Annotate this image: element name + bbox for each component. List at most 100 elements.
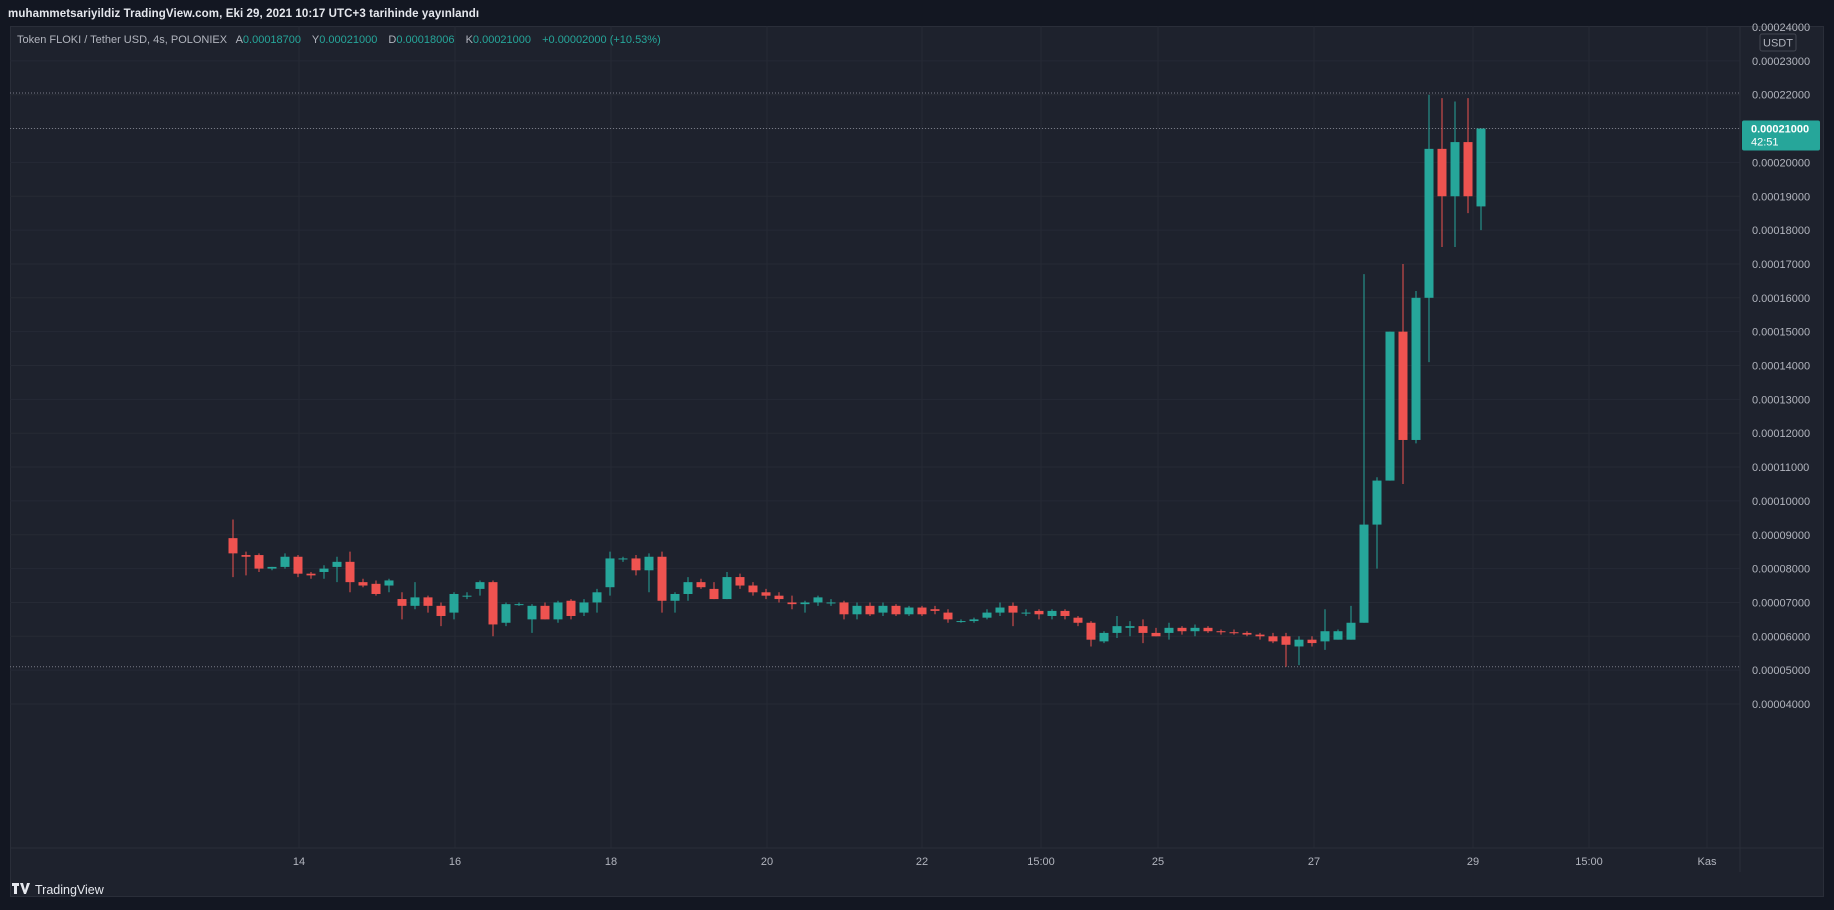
candle-body [787, 602, 797, 605]
candle-body [1476, 128, 1486, 207]
candle-body [306, 573, 316, 576]
legend-low-value: 0.00018006 [396, 34, 455, 46]
price-tick-label: 0.00011000 [1752, 462, 1809, 474]
candle-body [930, 609, 940, 611]
candle-body [241, 555, 251, 557]
candle-body [1346, 622, 1356, 640]
candle-body [1190, 627, 1200, 632]
candle-body [865, 605, 875, 615]
time-axis: 14 16 18 20 22 15:00 25 27 29 15:00 Kas [293, 856, 1717, 868]
candle-body [1398, 331, 1408, 440]
price-tick-label: 0.00013000 [1752, 394, 1810, 406]
candle-body [1424, 148, 1434, 298]
candle-body [917, 607, 927, 615]
price-tick-label: 0.00019000 [1752, 191, 1810, 203]
time-tick-label: 15:00 [1575, 856, 1603, 868]
candle-body [566, 600, 576, 616]
candle-body [410, 597, 420, 606]
candle-body [1177, 627, 1187, 632]
candle-body [1047, 610, 1057, 616]
candle-body [384, 580, 394, 586]
candle-body [1268, 636, 1278, 642]
price-tick-label: 0.00017000 [1752, 259, 1810, 271]
candle-body [449, 593, 459, 613]
candle-body [826, 602, 836, 604]
candle-body [1034, 610, 1044, 615]
currency-label: USDT [1763, 38, 1793, 50]
candle-body [1333, 631, 1343, 640]
time-tick-label: 25 [1152, 856, 1164, 868]
candle-body [1255, 634, 1265, 637]
candle-body [969, 619, 979, 622]
candle-body [618, 558, 628, 560]
candle-body [735, 577, 745, 586]
legend-change-value: +0.00002000 (+10.53%) [542, 34, 661, 46]
price-tick-label: 0.00024000 [1752, 22, 1810, 34]
price-tick-label: 0.00020000 [1752, 157, 1810, 169]
candle-body [670, 593, 680, 601]
candle-body [436, 605, 446, 616]
currency-badge[interactable]: USDT [1759, 33, 1797, 52]
candle-body [1359, 524, 1369, 623]
legend-open-value: 0.00018700 [242, 34, 302, 46]
candle-body [1099, 632, 1109, 642]
current-price-value: 0.00021000 [1751, 124, 1809, 136]
price-tick-label: 0.00022000 [1752, 90, 1810, 102]
candle-body [345, 561, 355, 583]
candle-body [293, 556, 303, 574]
candle-body [592, 592, 602, 603]
price-tick-label: 0.00016000 [1752, 293, 1810, 305]
chart-panel [10, 26, 1824, 897]
candle-body [605, 558, 615, 588]
candle-body [319, 568, 329, 572]
candle-body [878, 605, 888, 613]
horizontal-lines [10, 92, 1740, 668]
candle-body [1320, 631, 1330, 642]
legend-symbol[interactable]: Token FLOKI / Tether USD, 4s, POLONIEX [17, 34, 228, 46]
candle-body [1125, 626, 1135, 628]
price-tick-label: 0.00012000 [1752, 428, 1810, 440]
price-tick-label: 0.00018000 [1752, 225, 1810, 237]
candle-body [683, 582, 693, 594]
candle-body [462, 595, 472, 597]
candle-body [1229, 632, 1239, 634]
candle-body [644, 556, 654, 571]
candle-body [904, 607, 914, 615]
time-tick-label: 16 [449, 856, 461, 868]
candle-body [488, 582, 498, 625]
price-tick-label: 0.00008000 [1752, 564, 1810, 576]
publish-header: muhammetsariyildiz TradingView.com, Eki … [8, 8, 480, 20]
tradingview-brand-name: TradingView [35, 883, 104, 897]
tradingview-branding[interactable]: TradingView [12, 883, 104, 897]
symbol-legend: Token FLOKI / Tether USD, 4s, POLONIEX A… [17, 34, 669, 46]
candle-body [267, 566, 277, 569]
candle-body [1216, 631, 1226, 633]
candle-body [475, 582, 485, 589]
price-tick-label: 0.00023000 [1752, 56, 1810, 68]
price-tick-label: 0.00007000 [1752, 597, 1810, 609]
time-tick-label: 20 [761, 856, 773, 868]
candles [228, 94, 1486, 667]
candle-body [1463, 142, 1473, 197]
time-tick-label: Kas [1698, 856, 1717, 868]
price-tick-label: 0.00006000 [1752, 631, 1810, 643]
price-tick-label: 0.00015000 [1752, 327, 1810, 339]
candle-body [358, 582, 368, 586]
candle-body [371, 583, 381, 594]
candle-body [280, 556, 290, 567]
current-price-tag: 0.00021000 42:51 [1742, 120, 1820, 151]
legend-close-value: 0.00021000 [472, 34, 532, 46]
candle-body [709, 588, 719, 600]
candle-body [761, 592, 771, 596]
candle-body [748, 585, 758, 593]
legend-close-label: K [465, 34, 473, 46]
tradingview-logo-icon [12, 883, 30, 897]
candle-body [501, 604, 511, 623]
candle-body [1021, 612, 1031, 614]
legend-high-label: Y [311, 34, 320, 46]
candle-body [1294, 639, 1304, 647]
candle-body [1372, 480, 1382, 525]
time-tick-label: 18 [605, 856, 617, 868]
candle-body [1008, 605, 1018, 613]
